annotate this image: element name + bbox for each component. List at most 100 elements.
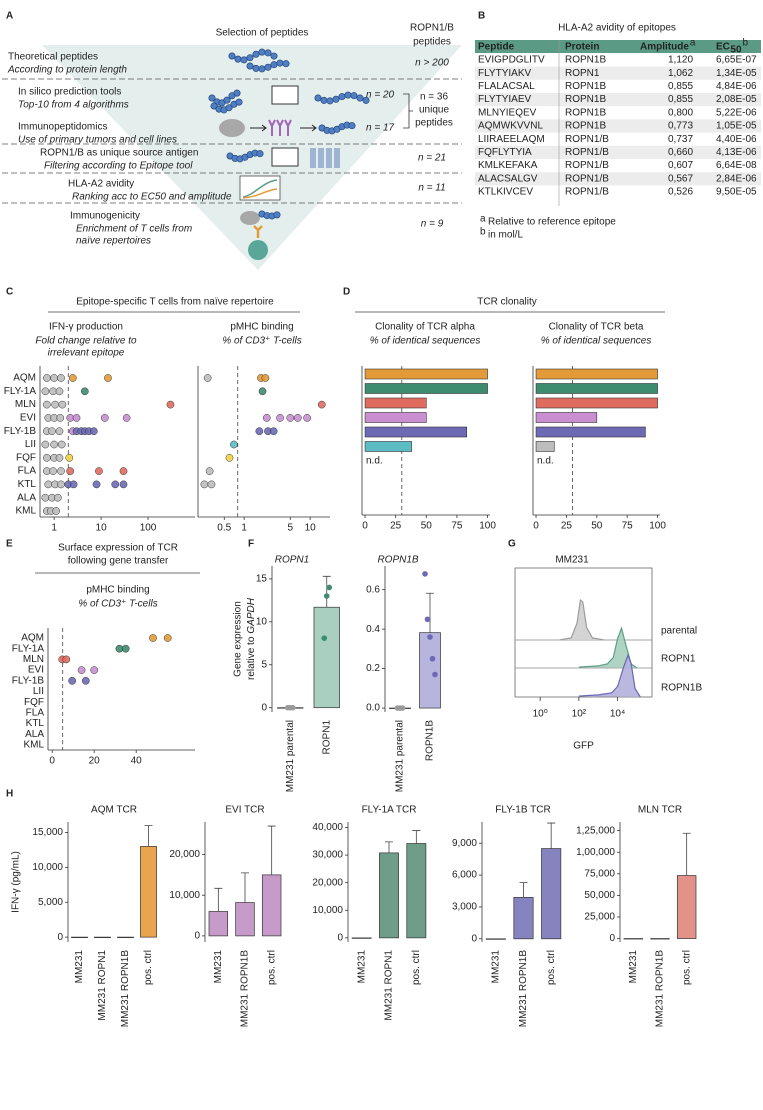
point xyxy=(49,467,57,475)
table-cell: 1,120 xyxy=(668,55,693,66)
footnote-mark: b xyxy=(480,227,486,238)
y-tick-label: 0 xyxy=(471,933,477,944)
y-axis-label: IFN-γ (pg/mL) xyxy=(11,851,22,913)
legend-label: ROPN1 xyxy=(661,654,696,665)
peptide-icon xyxy=(233,89,241,97)
bar xyxy=(261,874,282,937)
error-bar xyxy=(267,825,276,875)
bar xyxy=(623,938,644,940)
x-tick-label: pos. ctrl xyxy=(681,950,692,985)
point xyxy=(72,414,81,422)
peptide-icon xyxy=(356,94,364,102)
bar xyxy=(364,412,427,423)
y-tick-label: 5 xyxy=(261,659,267,670)
peptide-icon xyxy=(276,59,284,67)
bar xyxy=(541,848,562,940)
peptide-icon xyxy=(332,95,340,103)
y-tick-label: LII xyxy=(33,686,44,697)
y-tick-label: KML xyxy=(15,506,36,517)
point xyxy=(119,467,128,475)
panel-label: D xyxy=(343,287,350,298)
x-tick-label: 25 xyxy=(561,521,573,532)
point xyxy=(95,467,103,475)
point xyxy=(205,467,214,475)
x-tick-label: 1 xyxy=(241,523,247,534)
point xyxy=(57,467,65,475)
y-tick-label: FQF xyxy=(24,697,44,708)
table-cell: ROPN1 xyxy=(565,68,600,79)
point xyxy=(43,374,51,382)
y-tick-label: 15,000 xyxy=(32,827,63,838)
y-tick-label: KTL xyxy=(18,479,37,490)
x-tick-label: MM231 parental xyxy=(285,720,296,792)
y-tick-label: 0.2 xyxy=(366,663,380,674)
point xyxy=(90,666,99,674)
bar xyxy=(419,632,441,709)
point xyxy=(200,480,209,489)
x-tick-label: 5 xyxy=(287,523,293,534)
error-bar xyxy=(385,841,393,853)
x-tick-label: 25 xyxy=(390,521,402,532)
x-tick-label: 75 xyxy=(451,521,463,532)
stage-subtitle: Ranking acc to EC50 and amplitude xyxy=(72,192,232,203)
curve-icon xyxy=(242,179,278,198)
y-axis-label: relative to GAPDH xyxy=(246,597,257,680)
chart-title: MLN TCR xyxy=(638,805,682,816)
y-tick-label: 1,25,000 xyxy=(576,825,615,836)
panel-label: C xyxy=(6,287,13,298)
y-axis-label-part: GAPDH xyxy=(246,597,257,633)
x-tick-label: pos. ctrl xyxy=(266,950,277,985)
monitor-icon xyxy=(271,85,299,105)
table-cell: 0,773 xyxy=(668,121,693,132)
table-header: Protein xyxy=(565,42,599,53)
table-cell: 0,660 xyxy=(668,147,693,158)
chart-title: MM231 xyxy=(555,555,589,566)
value-label: n.d. xyxy=(537,456,554,467)
y-tick-label: 0.4 xyxy=(366,624,380,635)
x-tick-label: 10 xyxy=(305,523,317,534)
table-cell: 6,64E-08 xyxy=(716,160,757,171)
section-title: following gene transfer xyxy=(68,556,169,567)
point xyxy=(286,414,295,422)
section-title: TCR clonality xyxy=(477,297,536,308)
peptide-icon xyxy=(258,48,266,56)
peptide-icon xyxy=(234,55,242,63)
stage-title: Immunogenicity xyxy=(70,211,140,222)
point xyxy=(166,400,175,409)
mhc-icon xyxy=(276,119,284,136)
bar xyxy=(208,911,229,937)
table-cell: 0,526 xyxy=(668,187,693,198)
point xyxy=(56,414,65,422)
peptide-icon xyxy=(223,96,231,104)
table-row-bg xyxy=(475,119,761,133)
bar xyxy=(535,412,598,423)
bar xyxy=(535,441,555,452)
bar xyxy=(379,852,399,939)
point xyxy=(41,440,50,449)
table-cell: ROPN1B xyxy=(565,81,606,92)
panel-label: F xyxy=(248,539,254,550)
table-cell: AQMWKVVNL xyxy=(478,121,543,132)
table-header: Amplitude xyxy=(640,42,689,53)
peptide-icon xyxy=(225,104,233,112)
table-cell: FLYTYIAEV xyxy=(478,94,531,105)
point xyxy=(269,427,278,436)
table-cell: ROPN1B xyxy=(565,121,606,132)
point xyxy=(207,480,216,489)
x-tick-label: 100 xyxy=(479,521,496,532)
table-cell: ROPN1/B xyxy=(565,187,609,198)
x-tick-label: 1 xyxy=(51,523,57,534)
point xyxy=(399,705,406,711)
table-cell: MLNYIEQEV xyxy=(478,107,537,118)
peptide-icon xyxy=(326,97,334,105)
y-tick-label: 50,000 xyxy=(584,890,615,901)
merged-count: n = 36 xyxy=(420,92,449,103)
point xyxy=(323,593,330,599)
point xyxy=(57,374,65,382)
x-tick-label: MM231 xyxy=(356,950,367,984)
chart-title: FLY-1B TCR xyxy=(495,805,550,816)
bar xyxy=(485,938,506,940)
stage-subtitle: According to protein length xyxy=(7,65,127,76)
